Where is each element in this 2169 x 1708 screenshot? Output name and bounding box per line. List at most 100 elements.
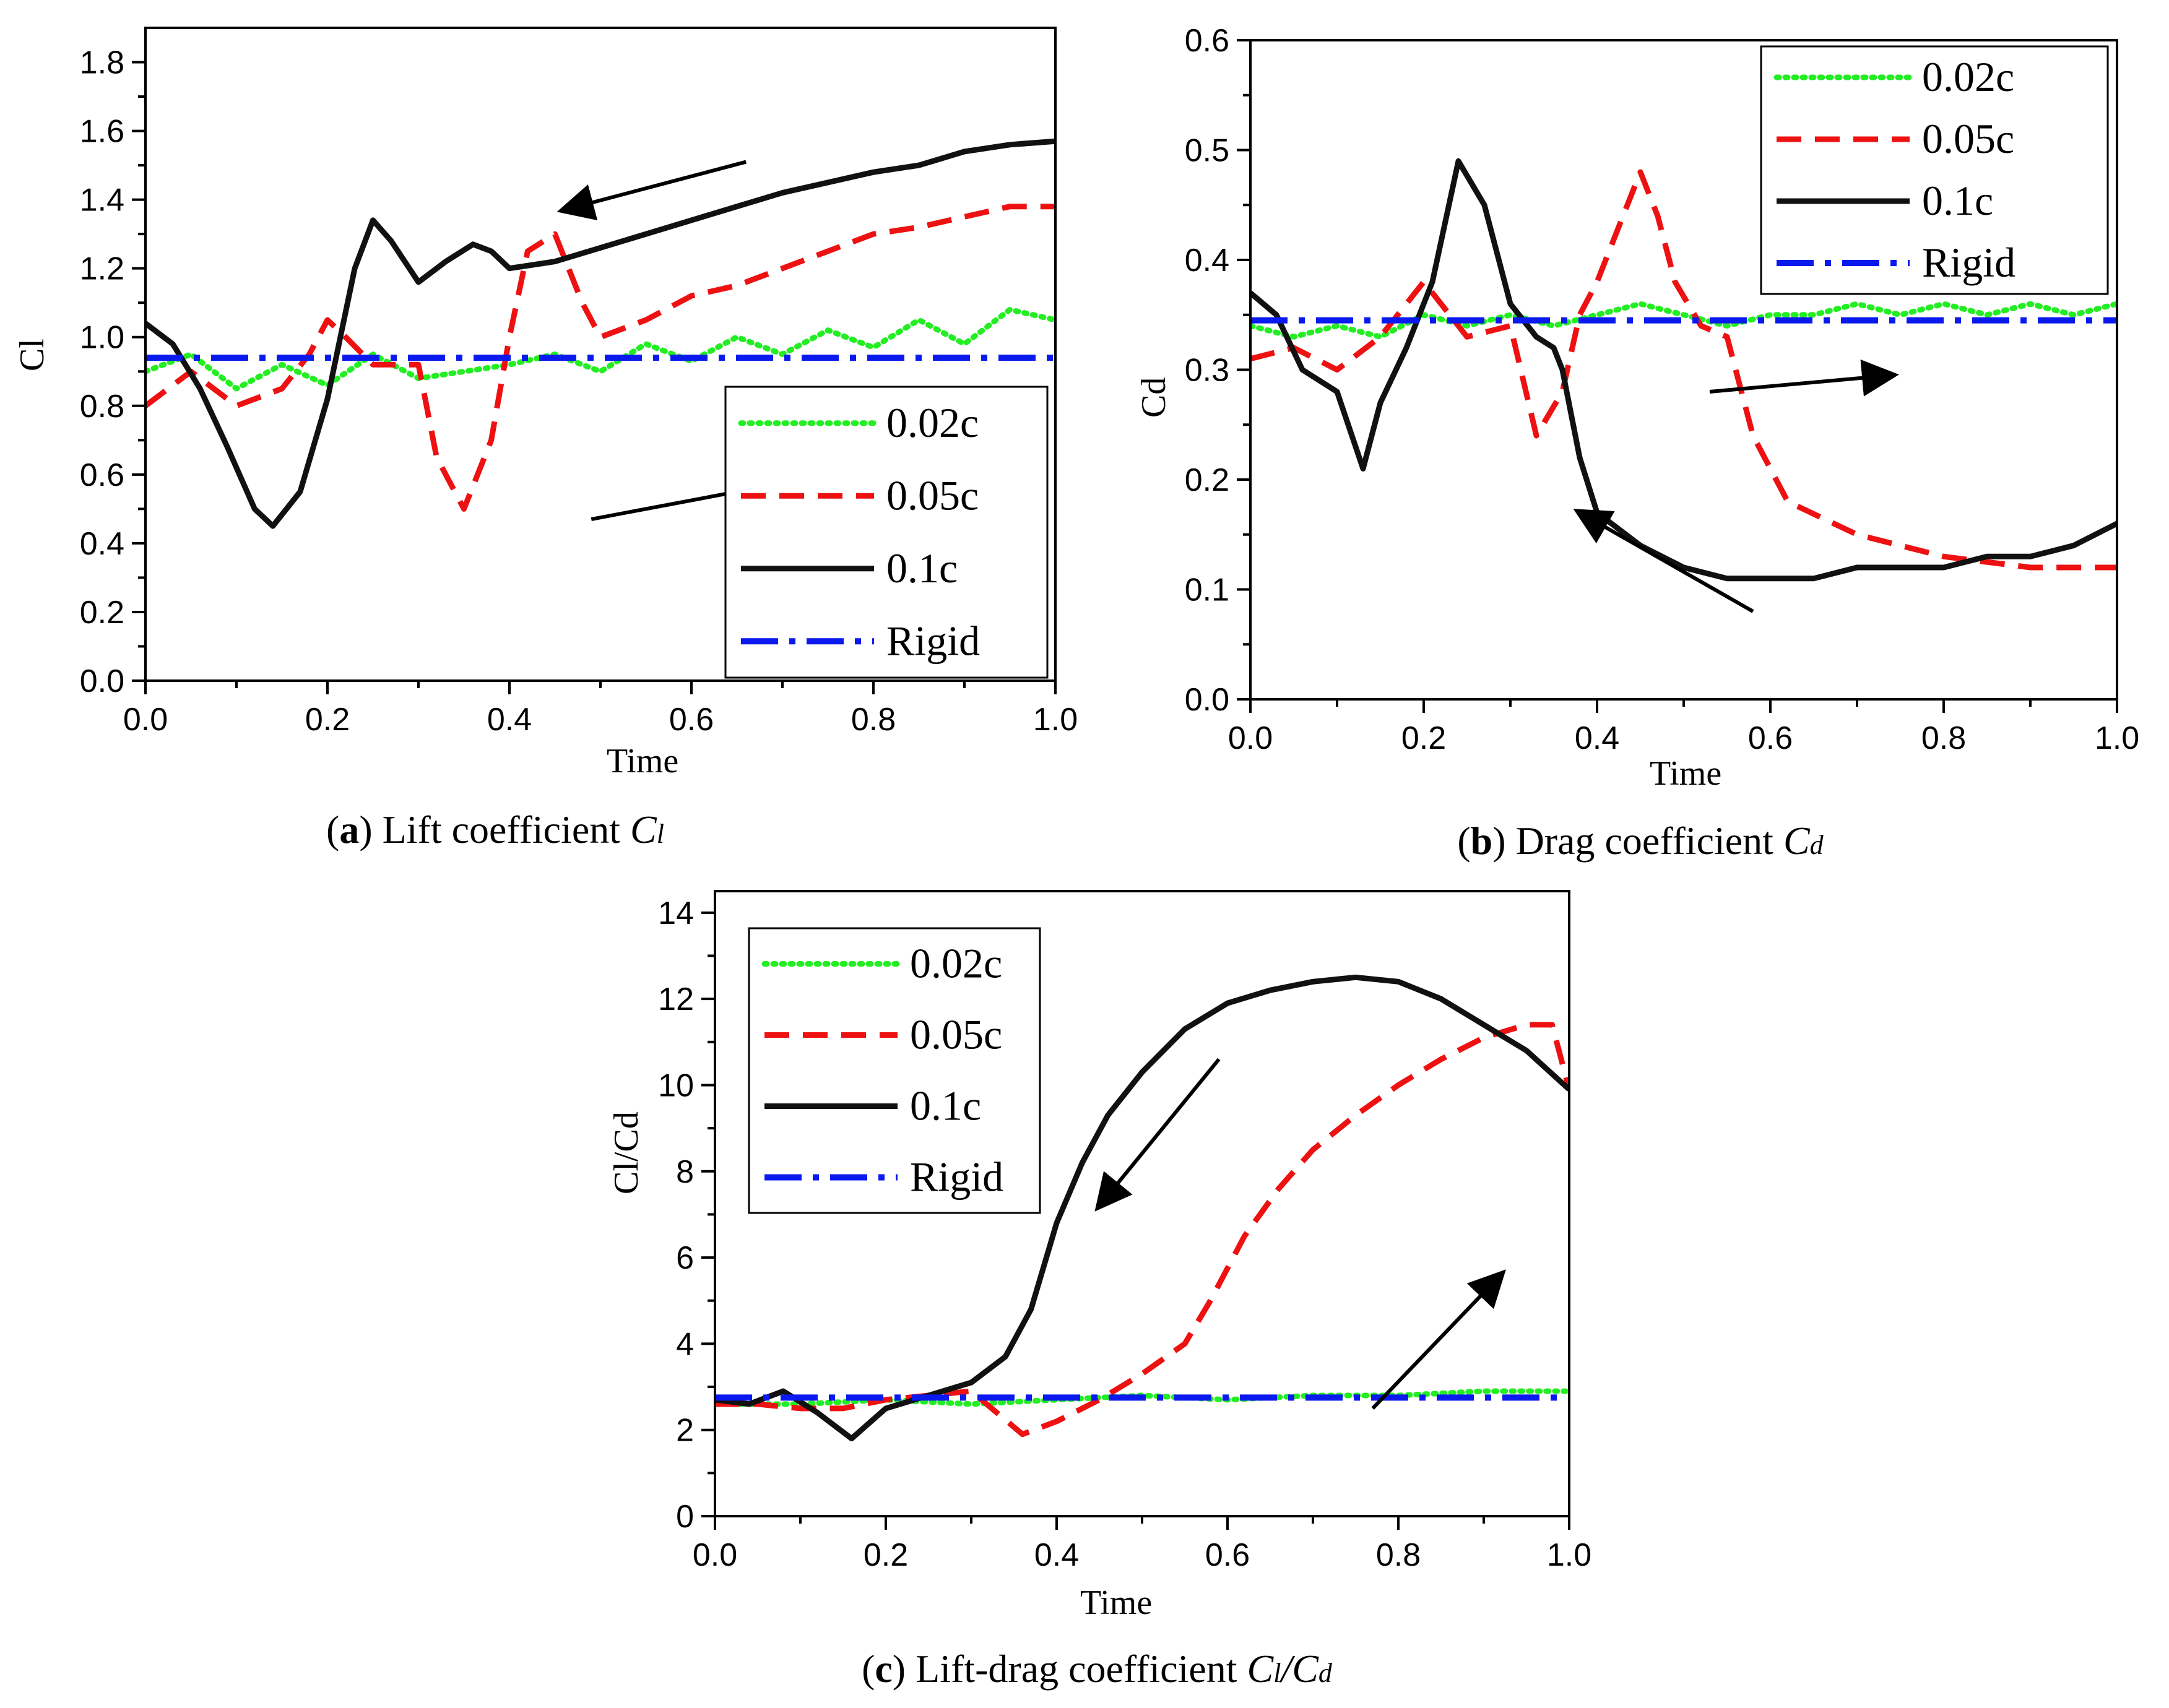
panel-c-series-005c-line bbox=[715, 1022, 1569, 1438]
panel-b-y-tick-label: 0.1 bbox=[1185, 572, 1229, 608]
panel-b-caption: (b) Drag coefficient Cd bbox=[1457, 819, 1824, 863]
panel-b-series-002c-line bbox=[1250, 301, 2117, 340]
panel-a-y-tick-label: 0.6 bbox=[80, 457, 124, 493]
panel-c-x-tick-label: 0.0 bbox=[693, 1537, 737, 1573]
panel-b-x-axis-title: Time bbox=[1650, 754, 1721, 793]
panel-a-y-tick-label: 1.6 bbox=[80, 114, 124, 150]
chart-panel-c: 0.0 0.2 0.4 0.6 0.8 1.0 0 2 4 6 8 10 12 14 Time Cl/Cd… bbox=[607, 890, 1591, 1691]
panel-a-y-tick-label: 0.0 bbox=[80, 663, 124, 699]
panel-a-x-tick-label: 0.6 bbox=[669, 702, 714, 738]
panel-a-x-tick-label: 0.8 bbox=[851, 702, 896, 738]
panel-c-legend: 0.02c 0.05c 0.1c Rigid bbox=[748, 927, 1041, 1214]
panel-a-x-tick-label: 1.0 bbox=[1033, 702, 1078, 738]
panel-c-legend-label: 0.05c bbox=[910, 1011, 1002, 1058]
panel-c-y-axis-title: Cl/Cd bbox=[607, 1111, 646, 1194]
panel-c-trend-arrow-2 bbox=[1371, 1269, 1506, 1410]
panel-b-ticks: 0.0 0.2 0.4 0.6 0.8 1.0 0.0 0.1 0.2 0.3 0.4 0.5 0.6 bbox=[1185, 23, 2139, 756]
chart-panel-b: 0.0 0.2 0.4 0.6 0.8 1.00.00.10.20.30.40.50.6 … bbox=[1135, 23, 2139, 863]
panel-a-legend-label: 0.02c bbox=[886, 399, 979, 446]
panel-c-caption: (c) Lift-drag coefficient Cl/Cd bbox=[862, 1647, 1333, 1691]
panel-c-caption-symbol: C bbox=[1247, 1647, 1275, 1691]
panel-b-x-tick-label: 0.8 bbox=[1921, 720, 1966, 756]
panel-b-series-lines bbox=[1250, 158, 2117, 613]
panel-c-caption-sub: l bbox=[1273, 1658, 1281, 1688]
panel-c-series-01c-line bbox=[715, 974, 1569, 1442]
panel-a-legend-label: Rigid bbox=[886, 617, 980, 664]
panel-b-x-tick-label: 0.0 bbox=[1228, 720, 1273, 756]
panel-a-series-01c-line bbox=[145, 138, 1055, 529]
panel-c-x-tick-label: 0.8 bbox=[1376, 1537, 1421, 1573]
panel-c-ticks: 0.0 0.2 0.4 0.6 0.8 1.0 0 2 4 6 8 10 12 14 bbox=[658, 895, 1591, 1573]
panel-c-trend-arrow-1 bbox=[1094, 1058, 1221, 1212]
panel-c-legend-label: Rigid bbox=[910, 1154, 1003, 1201]
panel-a-y-tick-label: 1.2 bbox=[80, 251, 124, 287]
panel-b-y-tick-label: 0.4 bbox=[1185, 243, 1229, 278]
panel-a-caption-sub: l bbox=[657, 819, 664, 849]
panel-a-legend-box bbox=[724, 386, 1049, 679]
panel-b-x-tick-label: 0.4 bbox=[1575, 720, 1619, 756]
panel-c-y-tick-label: 12 bbox=[658, 981, 694, 1017]
panel-c-y-tick-label: 10 bbox=[658, 1068, 694, 1103]
panel-c-caption-text: Lift-drag coefficient bbox=[916, 1647, 1237, 1691]
panel-a-y-tick-label: 0.2 bbox=[80, 595, 124, 631]
panel-b-legend: 0.02c 0.05c 0.1c Rigid bbox=[1760, 45, 2109, 295]
panel-c-series-lines bbox=[715, 974, 1569, 1442]
panel-c-caption-symbol2: C bbox=[1292, 1647, 1319, 1691]
panel-b-x-tick-label: 0.6 bbox=[1748, 720, 1793, 756]
panel-a-caption-text: Lift coefficient bbox=[383, 808, 621, 852]
panel-c-y-tick-label: 14 bbox=[658, 895, 694, 931]
panel-b-trend-arrow-1 bbox=[1573, 509, 1754, 613]
panel-a-legend-label: 0.1c bbox=[886, 545, 958, 592]
panel-b-y-tick-label: 0.3 bbox=[1185, 353, 1229, 389]
panel-c-y-tick-label: 0 bbox=[676, 1499, 694, 1535]
panel-c-legend-label: 0.1c bbox=[910, 1082, 981, 1129]
panel-b-y-tick-label: 0.0 bbox=[1185, 682, 1229, 718]
panel-a-x-axis-title: Time bbox=[607, 742, 678, 780]
panel-c-y-tick-label: 2 bbox=[676, 1413, 694, 1449]
panel-b-y-tick-label: 0.2 bbox=[1185, 462, 1229, 498]
panel-a-y-tick-label: 1.8 bbox=[80, 45, 124, 81]
panel-c-caption-sub2: d bbox=[1318, 1658, 1333, 1688]
panel-b-legend-box bbox=[1760, 45, 2109, 295]
panel-a-y-tick-label: 0.8 bbox=[80, 389, 124, 425]
panel-a-caption: (a) Lift coefficient Cl bbox=[326, 808, 664, 852]
panel-b-caption-symbol: C bbox=[1783, 819, 1811, 863]
panel-b-series-005c-line bbox=[1250, 169, 2117, 571]
panel-c-x-tick-label: 0.2 bbox=[864, 1537, 908, 1573]
panel-b-legend-label: 0.02c bbox=[1922, 53, 2014, 100]
panel-a-legend: 0.02c 0.05c 0.1c Rigid bbox=[724, 386, 1049, 679]
panel-a-y-tick-label: 1.4 bbox=[80, 183, 124, 218]
panel-a-series-005c-line bbox=[145, 204, 1055, 512]
panel-a-trend-arrow-1 bbox=[556, 160, 747, 221]
panel-a-ticks: 0.0 0.2 0.4 0.6 0.8 1.0 0.0 0.2 0.4 0.6 0.8 1.0 1.2 1… bbox=[80, 45, 1078, 738]
panel-b-legend-label: 0.05c bbox=[1922, 115, 2014, 162]
panel-b-caption-sub: d bbox=[1810, 830, 1824, 860]
panel-c-x-axis-title: Time bbox=[1080, 1584, 1152, 1622]
panel-b-y-tick-label: 0.6 bbox=[1185, 23, 1229, 59]
panel-c-x-tick-label: 1.0 bbox=[1547, 1537, 1591, 1573]
panel-c-y-tick-label: 8 bbox=[676, 1154, 694, 1190]
panel-b-trend-arrow-2 bbox=[1709, 359, 1899, 397]
panel-a-y-tick-label: 0.4 bbox=[80, 526, 124, 562]
panel-a-x-tick-label: 0.4 bbox=[487, 702, 532, 738]
panel-b-legend-label: 0.1c bbox=[1922, 177, 1993, 224]
panel-c-caption-letter: c bbox=[875, 1647, 892, 1691]
panel-c-legend-box bbox=[748, 927, 1041, 1214]
panel-a-x-tick-label: 0.0 bbox=[123, 702, 168, 738]
chart-panel-a: 0.0 0.2 0.4 0.6 0.8 1.0 0.0 0.2 0.4 0.6 0.8 1.0 1.2 1… bbox=[13, 27, 1078, 852]
panel-c-legend-label: 0.02c bbox=[910, 940, 1002, 987]
panel-a-y-axis-title: Cl bbox=[13, 339, 51, 371]
panel-b-caption-letter: b bbox=[1471, 819, 1493, 863]
panel-b-y-tick-label: 0.5 bbox=[1185, 133, 1229, 169]
panel-b-caption-text: Drag coefficient bbox=[1516, 819, 1774, 863]
panel-c-y-tick-label: 4 bbox=[676, 1326, 694, 1362]
panel-c-x-tick-label: 0.4 bbox=[1034, 1537, 1079, 1573]
panel-c-y-tick-label: 6 bbox=[676, 1240, 694, 1276]
panel-a-y-tick-label: 1.0 bbox=[80, 320, 124, 356]
panel-b-y-axis-title: Cd bbox=[1135, 377, 1173, 418]
panel-b-x-tick-label: 1.0 bbox=[2095, 720, 2139, 756]
panel-a-series-002c-line bbox=[145, 306, 1055, 392]
panel-a-caption-symbol: C bbox=[630, 808, 657, 852]
panel-a-legend-label: 0.05c bbox=[886, 472, 979, 519]
